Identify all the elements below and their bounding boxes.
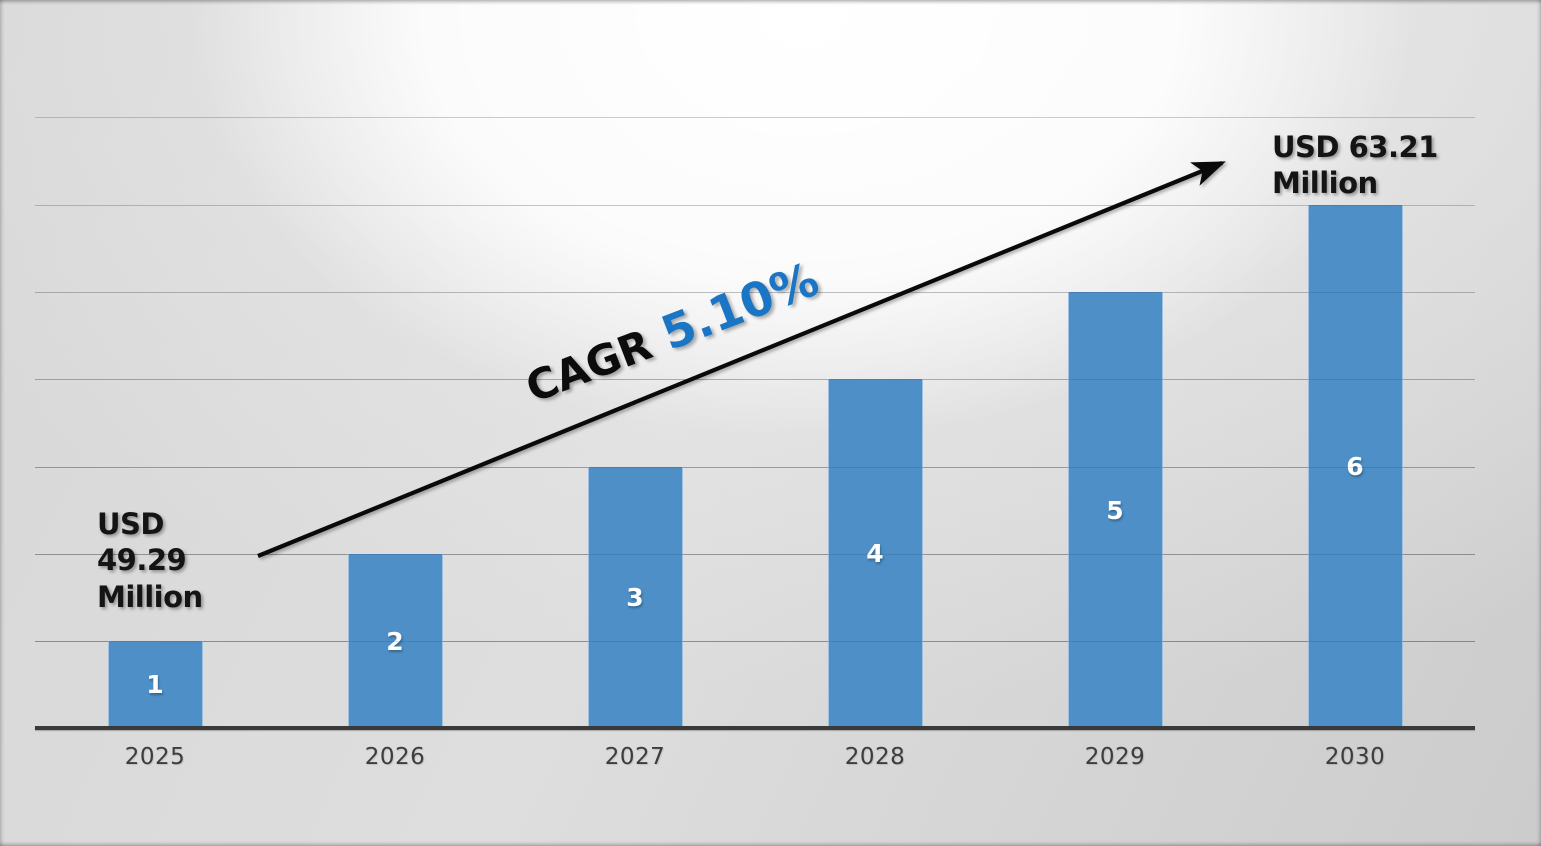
bar-value-label: 3 [626,583,644,613]
x-axis-label-2028: 2028 [844,744,906,770]
x-axis-label-2029: 2029 [1084,744,1146,770]
bar-2028: 4 [827,379,923,729]
gridline [35,292,1475,293]
bar-value-label: 2 [386,626,404,656]
start-value-annotation: USD 49.29 Million [97,507,203,614]
gridline [35,117,1475,119]
gridline [35,117,1475,119]
x-axis-label-2027: 2027 [604,744,666,770]
bar-value-label: 4 [866,539,884,569]
bar-value-label: 6 [1346,452,1364,482]
bar-2026: 2 [347,553,443,729]
gridline [35,641,1475,643]
gridline [35,466,1475,468]
gridline [35,379,1475,381]
gridline [35,379,1475,381]
gridline [35,204,1475,206]
x-axis-line [35,726,1475,730]
bar-value-label: 5 [1106,495,1124,525]
gridline [35,641,1475,643]
gridline [35,553,1475,555]
x-axis-label-2025: 2025 [124,744,186,770]
end-value-annotation: USD 63.21 Million [1272,130,1438,201]
bar-2025: 1 [107,641,203,729]
gridline [35,292,1475,293]
gridline [35,553,1475,555]
bar-2027: 3 [587,466,683,729]
bar-2030: 6 [1307,204,1403,729]
bar-value-label: 1 [146,670,164,700]
gridline [35,466,1475,468]
gridline [35,204,1475,206]
bar-2029: 5 [1067,292,1163,729]
x-axis-label-2026: 2026 [364,744,426,770]
x-axis-label-2030: 2030 [1324,744,1386,770]
